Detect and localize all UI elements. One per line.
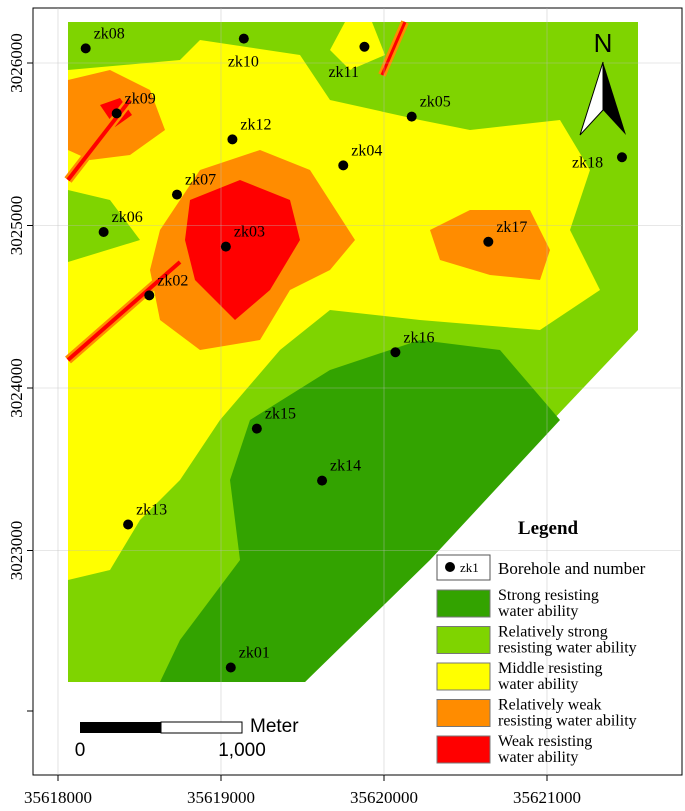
borehole-label: zk10 bbox=[228, 54, 259, 71]
borehole-label: zk14 bbox=[330, 458, 361, 475]
legend-label: water ability bbox=[498, 749, 578, 766]
y-tick-label: 3024000 bbox=[7, 358, 26, 418]
borehole bbox=[144, 290, 155, 301]
borehole-label: zk11 bbox=[328, 64, 359, 81]
borehole-label: zk01 bbox=[239, 645, 270, 662]
borehole bbox=[123, 519, 134, 530]
borehole-label: zk16 bbox=[403, 329, 434, 346]
borehole-label: zk04 bbox=[351, 142, 382, 159]
borehole-label: zk02 bbox=[157, 272, 188, 289]
borehole-label: zk03 bbox=[234, 224, 265, 241]
borehole-label: zk05 bbox=[420, 94, 451, 111]
borehole bbox=[616, 152, 627, 163]
scale-segment bbox=[80, 722, 161, 733]
x-tick-label: 35620000 bbox=[350, 788, 418, 807]
legend-label: resisting water ability bbox=[498, 713, 637, 730]
legend-label: water ability bbox=[498, 676, 578, 693]
borehole bbox=[317, 475, 328, 486]
borehole bbox=[406, 111, 417, 122]
zone-relatively-strong bbox=[68, 190, 140, 262]
stripe bbox=[380, 21, 407, 76]
y-tick-label: 3026000 bbox=[7, 33, 26, 93]
borehole-label: zk13 bbox=[136, 502, 167, 519]
north-arrow: N bbox=[579, 28, 626, 136]
x-tick-label: 35618000 bbox=[24, 788, 92, 807]
legend-swatch bbox=[436, 589, 491, 618]
borehole bbox=[111, 108, 122, 119]
stripe bbox=[66, 260, 182, 362]
legend: Legend zk1 Borehole and number bbox=[436, 518, 646, 581]
borehole-label: zk12 bbox=[240, 116, 271, 133]
zone-weak bbox=[185, 180, 300, 320]
borehole-label: zk18 bbox=[572, 154, 603, 171]
scale-bar: Meter 0 1,000 bbox=[75, 716, 300, 761]
scale-unit: Meter bbox=[250, 716, 299, 737]
borehole-label: zk15 bbox=[265, 406, 296, 423]
borehole bbox=[171, 189, 182, 200]
legend-swatch bbox=[436, 699, 491, 727]
legend-title: Legend bbox=[518, 518, 579, 539]
borehole bbox=[98, 227, 109, 237]
scale-label: 1,000 bbox=[218, 740, 266, 761]
borehole bbox=[338, 160, 349, 171]
y-tick-label: 3023000 bbox=[7, 521, 26, 581]
scale-label: 0 bbox=[75, 740, 86, 761]
borehole bbox=[227, 134, 238, 145]
x-tick-label: 35621000 bbox=[513, 788, 581, 807]
legend-label: Weak resisting bbox=[498, 733, 592, 750]
legend-label: resisting water ability bbox=[498, 640, 637, 657]
y-tick-label: 3025000 bbox=[7, 196, 26, 256]
borehole bbox=[390, 347, 401, 358]
borehole-label: zk08 bbox=[94, 25, 125, 42]
legend-swatch bbox=[436, 735, 491, 764]
borehole bbox=[220, 241, 231, 252]
legend-label: Middle resisting bbox=[498, 660, 602, 677]
legend-label: water ability bbox=[498, 603, 578, 620]
scale-segment bbox=[160, 721, 243, 734]
legend-label: Relatively strong bbox=[498, 624, 608, 641]
borehole-label: zk09 bbox=[125, 90, 156, 107]
zones bbox=[33, 8, 682, 775]
legend-symbol: zk1 bbox=[460, 560, 479, 575]
borehole-label: zk07 bbox=[185, 172, 216, 189]
borehole bbox=[251, 423, 262, 434]
arrow-half bbox=[603, 62, 626, 135]
borehole bbox=[80, 43, 91, 54]
borehole bbox=[359, 41, 370, 52]
borehole-label: zk06 bbox=[112, 209, 143, 226]
borehole bbox=[225, 662, 236, 673]
zone-middle bbox=[330, 22, 385, 70]
legend-swatch bbox=[436, 662, 491, 691]
x-tick-label: 35619000 bbox=[187, 788, 255, 807]
legend-swatch bbox=[436, 626, 491, 654]
borehole-label: zk17 bbox=[496, 219, 527, 236]
borehole bbox=[483, 236, 494, 247]
legend-label: Strong resisting bbox=[498, 587, 599, 604]
north-label: N bbox=[594, 28, 613, 58]
legend-label: Borehole and number bbox=[498, 559, 646, 578]
legend-label: Relatively weak bbox=[498, 697, 602, 714]
borehole bbox=[238, 33, 249, 44]
legend-dot bbox=[445, 562, 455, 572]
